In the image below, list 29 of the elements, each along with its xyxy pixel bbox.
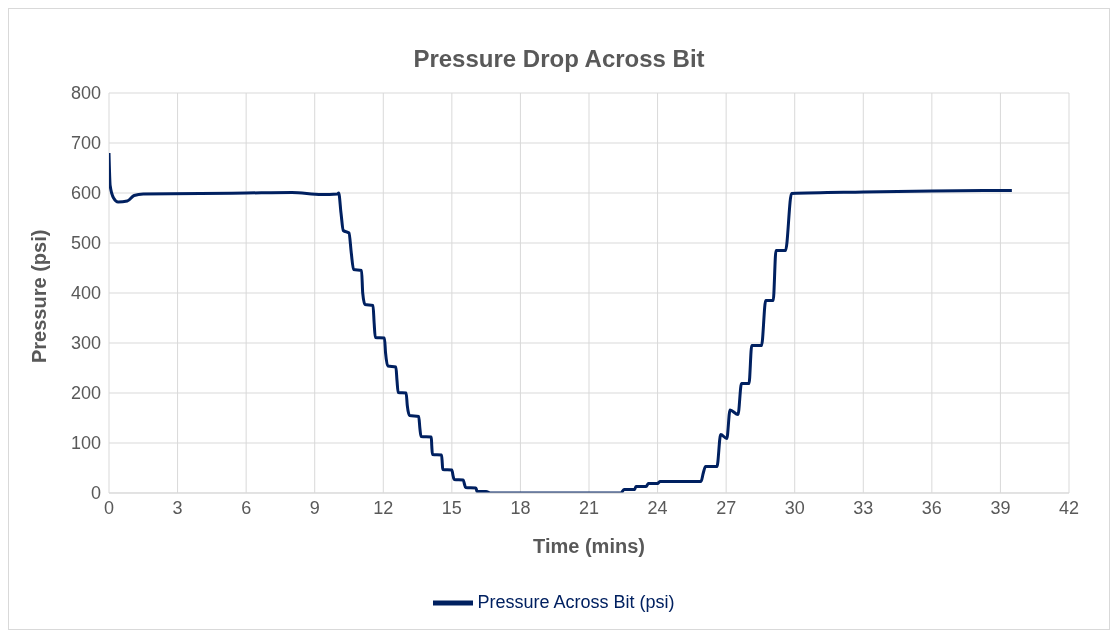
y-tick-label: 300 <box>70 333 101 354</box>
x-tick-label: 3 <box>172 497 183 518</box>
x-tick-label: 27 <box>716 497 737 518</box>
x-tick-label: 15 <box>441 497 462 518</box>
x-tick-label: 30 <box>784 497 805 518</box>
x-tick-label: 33 <box>853 497 874 518</box>
y-tick-label: 500 <box>70 233 101 254</box>
x-tick-label: 42 <box>1058 497 1080 518</box>
x-tick-label: 39 <box>990 497 1011 518</box>
x-tick-label: 12 <box>373 497 394 518</box>
y-tick-label: 700 <box>70 133 101 154</box>
y-tick-label: 100 <box>70 433 101 454</box>
y-tick-label: 600 <box>70 183 101 204</box>
legend-label: Pressure Across Bit (psi) <box>477 591 675 612</box>
x-tick-label: 9 <box>309 497 320 518</box>
x-tick-label: 36 <box>921 497 942 518</box>
y-tick-label: 0 <box>90 483 101 504</box>
y-tick-label: 200 <box>70 383 101 404</box>
chart-title: Pressure Drop Across Bit <box>412 45 706 73</box>
line-series <box>109 151 1014 493</box>
y-tick-label: 400 <box>70 283 101 304</box>
x-tick-label: 0 <box>103 497 115 518</box>
x-axis-title: Time (mins) <box>533 535 645 557</box>
x-tick-label: 18 <box>510 497 531 518</box>
x-tick-label: 21 <box>578 497 600 518</box>
x-tick-label: 24 <box>647 497 668 518</box>
x-tick-label: 6 <box>241 497 252 518</box>
y-tick-label: 800 <box>70 83 101 104</box>
y-axis-title: Pressure (psi) <box>28 229 51 363</box>
